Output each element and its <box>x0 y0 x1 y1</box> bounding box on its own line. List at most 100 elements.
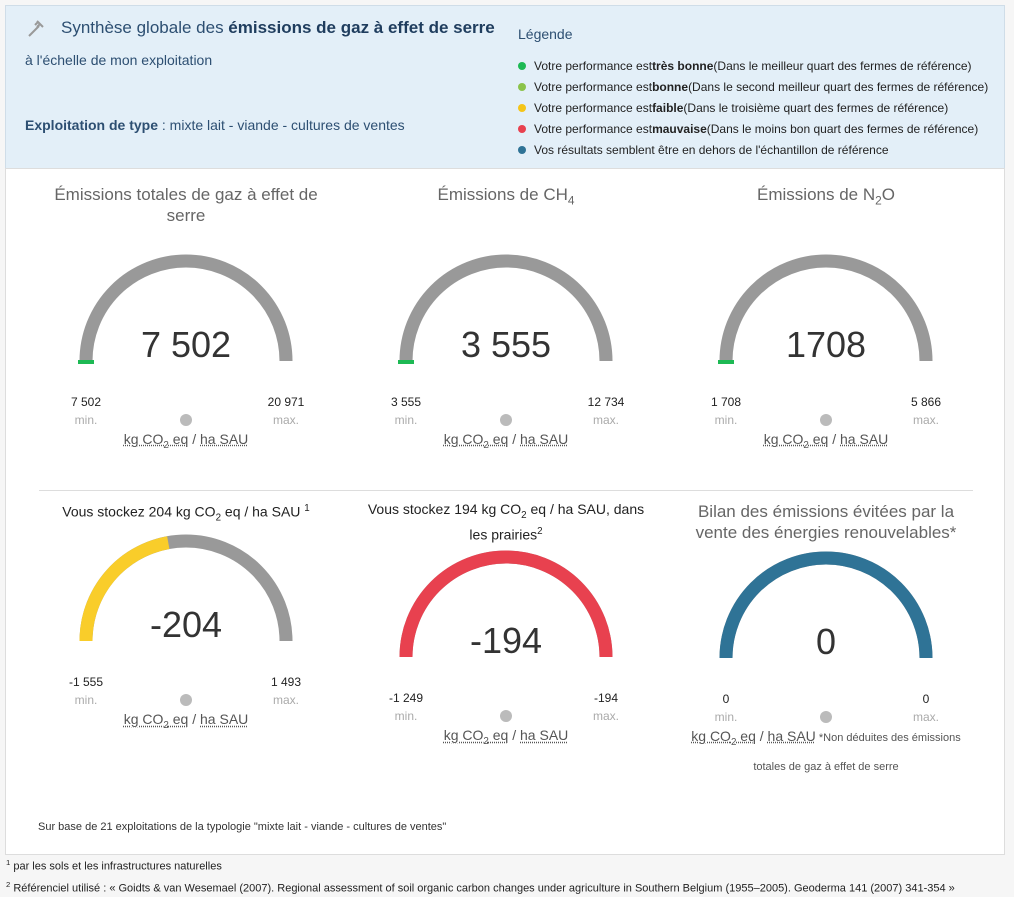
icon <box>28 20 44 37</box>
max-label: max. <box>273 693 299 707</box>
title-part: Vous stockez 194 kg CO <box>367 501 522 517</box>
legend-bold: mauvaise <box>652 121 707 136</box>
unit-sub: 2 <box>483 736 489 748</box>
info-icon <box>820 414 832 426</box>
gauge-max: 12 734 <box>588 395 625 409</box>
footnote-text: par les sols et les infrastructures natu… <box>10 860 222 873</box>
gauge-title: Bilan des émissions évitées par la vente… <box>681 501 971 543</box>
gauge-value-arc <box>399 550 613 658</box>
gauge-min: -1 555 <box>69 675 103 689</box>
unit: kg CO2 eq / ha SAU <box>36 708 336 737</box>
info-icon <box>500 710 512 723</box>
legend-title: Légende <box>518 26 573 42</box>
legend-text: (Dans le moins bon quart des fermes de r… <box>706 121 979 136</box>
legend: Légende Votre performance est très bonne … <box>518 26 988 160</box>
min-label: min. <box>75 693 98 707</box>
unit: kg CO2 eq / ha SAU <box>676 428 976 457</box>
unit-sep: / <box>828 431 841 447</box>
type-label: Exploitation de type <box>25 117 159 133</box>
gauge: Vous stockez 194 kg CO2 eq / ha SAU, dan… <box>346 501 666 753</box>
legend-dot <box>518 82 526 91</box>
title-part: 2 <box>215 512 222 524</box>
title-part: 1 <box>304 503 310 514</box>
unit-co2: kg CO2 eq <box>443 727 509 747</box>
unit-part: kg CO <box>443 431 484 447</box>
unit-co2: kg CO2 eq <box>124 431 189 451</box>
unit-ha: ha SAU <box>200 431 249 447</box>
type-value: : mixte lait - viande - cultures de vent… <box>158 117 405 133</box>
legend-bold: très bonne <box>652 58 714 73</box>
header: Synthèse globale des émissions de gaz à … <box>5 5 1005 170</box>
gauge-value-arc <box>79 536 170 642</box>
footnote-number: 2 <box>6 880 11 889</box>
gauge-value: -194 <box>470 620 542 661</box>
title-part: 2 <box>875 193 882 208</box>
legend-item: Votre performance est mauvaise (Dans le … <box>518 118 988 139</box>
unit: kg CO2 eq / ha SAU <box>356 428 656 457</box>
legend-item: Vos résultats semblent être en dehors de… <box>518 139 988 160</box>
gauge-value: 0 <box>816 621 836 662</box>
title-part: eq / ha SAU, dans les prairies <box>469 501 645 543</box>
legend-text: Vos résultats semblent être en dehors de… <box>534 142 889 157</box>
legend-text: Votre performance est <box>534 79 653 94</box>
unit-co2: kg CO2 eq <box>123 711 189 731</box>
unit-sub: 2 <box>163 720 169 732</box>
gauge-min: 3 555 <box>391 395 421 409</box>
unit-sub: 2 <box>483 439 489 451</box>
min-label: min. <box>75 413 98 427</box>
title-part: Émissions totales de gaz à effet de serr… <box>54 185 318 225</box>
unit-sep: / <box>508 727 521 744</box>
info-icon <box>180 414 192 426</box>
title-part: Vous stockez 204 kg CO <box>62 503 216 520</box>
unit-co2: kg CO2 eq <box>764 431 829 451</box>
unit-part: kg CO <box>123 711 164 728</box>
legend-dot <box>518 145 526 154</box>
gauge: Émissions de CH4 3 555 3 555 12 734 min. max.… <box>346 184 666 457</box>
unit-ha: ha SAU <box>200 711 249 728</box>
gauge-value: 1708 <box>786 324 866 365</box>
unit-part: eq <box>488 431 509 447</box>
min-label: min. <box>715 710 738 724</box>
gauge-value: 3 555 <box>461 324 551 365</box>
legend-text: (Dans le second meilleur quart des ferme… <box>688 79 989 94</box>
title-part: Émissions de CH <box>437 185 568 204</box>
max-label: max. <box>593 413 619 427</box>
gauge-max: -194 <box>594 691 618 705</box>
gauge: Émissions totales de gaz à effet de serr… <box>26 184 346 457</box>
legend-text: Votre performance est <box>534 58 653 73</box>
gauge-max: 20 971 <box>268 395 305 409</box>
unit: kg CO2 eq / ha SAU <box>356 724 656 753</box>
legend-dot <box>518 124 526 133</box>
gauge-title: Émissions de N2O <box>681 184 971 246</box>
gauge-min: 1 708 <box>711 395 741 409</box>
title-bold: émissions de gaz à effet de serre <box>228 18 495 37</box>
gauge-chart: 0 0 0 min. max. <box>715 551 939 724</box>
unit-part: kg CO <box>443 727 484 744</box>
title-part: eq / ha SAU <box>221 503 305 520</box>
gauge: Émissions de N2O 1708 1 708 5 866 min. max. kg… <box>666 184 986 457</box>
gauge-chart: 3 555 3 555 12 734 min. max. <box>391 254 625 427</box>
unit-ha: ha SAU <box>840 431 889 447</box>
legend-text: (Dans le troisième quart des fermes de r… <box>683 100 949 115</box>
gauge-chart: 1708 1 708 5 866 min. max. <box>711 254 941 427</box>
unit: kg CO2 eq / ha SAU <box>36 428 336 457</box>
gauge-min: -1 249 <box>389 691 423 705</box>
min-label: min. <box>395 413 418 427</box>
gauge: Vous stockez 204 kg CO2 eq / ha SAU 1 -20… <box>26 501 346 737</box>
gauge-track <box>719 254 933 362</box>
footnote-text: Référenciel utilisé : « Goidts & van Wes… <box>10 882 955 895</box>
unit-co2: kg CO2 eq <box>443 431 509 451</box>
title-part: 2 <box>521 509 527 521</box>
gauge-max: 5 866 <box>911 395 941 409</box>
legend-bold: faible <box>652 100 684 115</box>
legend-item: Votre performance est faible (Dans le tr… <box>518 97 988 118</box>
unit-part: eq <box>808 431 829 447</box>
title-text: Synthèse globale des <box>61 18 229 37</box>
gauge-value-arc <box>719 551 933 659</box>
legend-text: (Dans le meilleur quart des fermes de ré… <box>713 58 972 73</box>
legend-dot <box>518 103 526 112</box>
info-icon <box>180 694 192 707</box>
legend-dot <box>518 61 526 70</box>
gauge-track <box>399 254 613 362</box>
